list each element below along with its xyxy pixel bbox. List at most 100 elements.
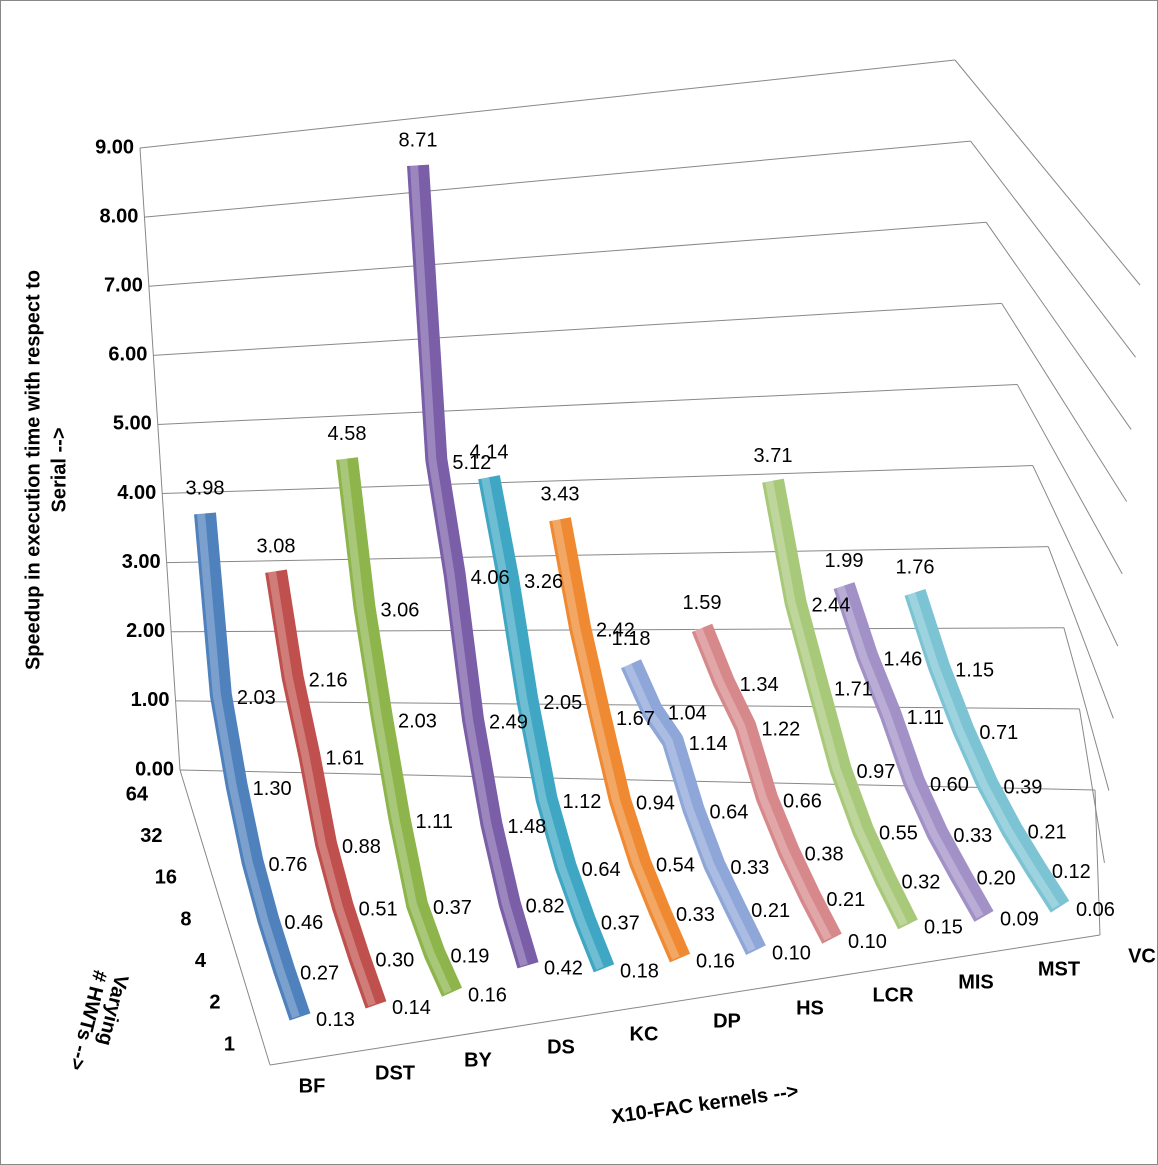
data-label: 0.60 — [930, 774, 969, 796]
depth-tick-label: 1 — [224, 1033, 235, 1055]
depth-tick-label: 8 — [180, 908, 191, 930]
grid-line — [1094, 789, 1101, 936]
data-label: 0.20 — [977, 868, 1016, 890]
data-label: 0.32 — [902, 872, 941, 894]
ribbon-highlight — [552, 518, 680, 960]
data-label: 0.54 — [656, 855, 695, 877]
ribbon — [478, 475, 615, 973]
data-label: 4.14 — [470, 441, 509, 463]
data-label: 0.64 — [710, 802, 749, 824]
data-label: 3.06 — [381, 600, 420, 622]
data-label: 8.71 — [399, 130, 438, 152]
ribbon — [904, 588, 1070, 913]
grid-line — [175, 700, 1080, 710]
ribbon — [620, 659, 766, 956]
data-label: 3.08 — [257, 535, 296, 557]
x-tick-label: LCR — [872, 984, 914, 1006]
x-tick-label: DP — [713, 1010, 741, 1032]
data-label: 0.55 — [879, 823, 918, 845]
data-label: 2.05 — [543, 692, 582, 714]
data-label: 0.14 — [392, 997, 431, 1019]
data-label: 0.42 — [544, 957, 583, 979]
data-label: 1.12 — [563, 791, 602, 813]
ribbon — [833, 582, 994, 922]
data-label: 2.16 — [309, 670, 348, 692]
data-label: 0.21 — [826, 889, 865, 911]
data-label: 3.26 — [524, 571, 563, 593]
depth-axis — [179, 769, 271, 1066]
data-label: 1.59 — [683, 592, 722, 614]
data-label: 1.76 — [896, 557, 935, 579]
data-label: 3.71 — [754, 445, 793, 467]
data-label: 1.61 — [325, 748, 364, 770]
data-label: 0.27 — [300, 963, 339, 985]
grid-line — [954, 59, 1141, 286]
data-label: 0.10 — [772, 942, 811, 964]
data-label: 0.82 — [526, 896, 565, 918]
data-label: 3.43 — [541, 484, 580, 506]
x-tick-label: BY — [464, 1049, 492, 1071]
data-label: 0.66 — [783, 790, 822, 812]
data-label: 4.06 — [471, 567, 510, 589]
data-label: 0.15 — [924, 917, 963, 939]
y-tick-label: 3.00 — [122, 551, 161, 573]
grid-line — [148, 221, 987, 287]
grid-line — [153, 302, 1002, 356]
ribbon-highlight — [694, 626, 832, 941]
x-tick-label: MIS — [958, 971, 994, 993]
data-label: 1.30 — [253, 778, 292, 800]
y-tick-label: 7.00 — [104, 275, 143, 297]
data-label: 0.64 — [582, 859, 621, 881]
depth-tick-label: 64 — [126, 783, 149, 805]
grid-line — [1047, 546, 1114, 719]
ribbon — [691, 623, 842, 944]
x-tick-label: KC — [630, 1023, 659, 1045]
data-label: 0.94 — [636, 793, 675, 815]
data-label: 1.15 — [955, 659, 994, 681]
data-label: 0.76 — [269, 854, 308, 876]
grid-line — [171, 627, 1064, 633]
y-tick-label: 8.00 — [100, 205, 139, 227]
data-label: 3.98 — [186, 478, 225, 500]
x-tick-label: VC — [1128, 945, 1156, 967]
grid-line — [985, 221, 1132, 430]
grid-line — [139, 59, 956, 149]
data-label: 0.33 — [953, 825, 992, 847]
grid-line — [144, 140, 971, 218]
ribbon-highlight — [339, 458, 452, 994]
y-axis — [139, 147, 181, 771]
data-label: 0.46 — [284, 912, 323, 934]
depth-tick-label: 2 — [209, 992, 220, 1014]
data-label: 0.97 — [857, 761, 896, 783]
data-label: 0.16 — [696, 950, 735, 972]
data-label: 0.13 — [316, 1009, 355, 1031]
grid-line — [157, 383, 1018, 425]
grid-line — [970, 140, 1136, 358]
ribbon-highlight — [623, 662, 756, 952]
grid-line — [179, 769, 1096, 791]
data-label: 0.71 — [979, 722, 1018, 744]
data-label: 2.49 — [489, 712, 528, 734]
data-label: 0.16 — [468, 985, 507, 1007]
ribbon — [336, 457, 463, 997]
data-label: 2.42 — [596, 620, 635, 642]
grid-line — [162, 465, 1033, 495]
x-tick-label: BF — [299, 1075, 326, 1097]
ribbon-highlight — [268, 570, 376, 1007]
data-label: 0.33 — [730, 857, 769, 879]
ribbon — [407, 164, 539, 969]
ribbon-highlight — [481, 476, 604, 970]
data-label: 1.11 — [416, 811, 453, 833]
data-label: 0.21 — [751, 900, 790, 922]
ribbon-highlight — [907, 591, 1060, 909]
grid-line — [1078, 708, 1105, 863]
y-axis-title: Serial --> — [48, 427, 70, 512]
ribbon-highlight — [197, 513, 300, 1019]
x-axis — [269, 934, 1101, 1066]
ribbon-highlight — [410, 165, 528, 967]
x-tick-label: DS — [547, 1036, 575, 1058]
data-label: 0.09 — [1000, 909, 1039, 931]
data-label: 2.03 — [237, 687, 276, 709]
grid-line — [1001, 303, 1128, 502]
